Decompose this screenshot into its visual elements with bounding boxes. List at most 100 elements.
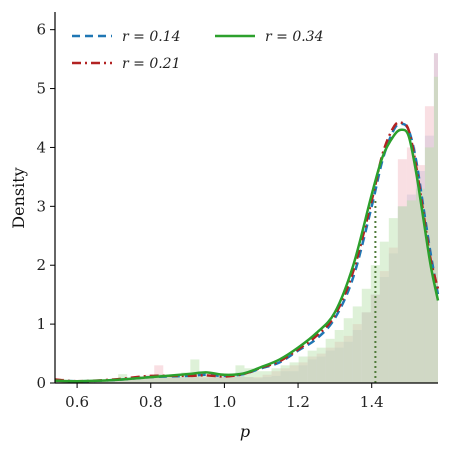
y-axis-label: Density <box>9 167 28 228</box>
hist-bar <box>415 165 425 383</box>
hist-bar <box>163 375 173 383</box>
hist-bar <box>361 312 371 383</box>
y-tick-label: 5 <box>36 80 46 98</box>
hist-bar <box>136 377 146 383</box>
y-tick-label: 3 <box>36 197 46 215</box>
hist-bar <box>325 350 335 383</box>
kde-line <box>54 121 440 383</box>
hist-bar <box>361 288 371 383</box>
hist-bar <box>145 375 155 383</box>
hist-bar <box>424 106 434 383</box>
hist-bar <box>352 324 362 383</box>
hist-bar <box>406 200 416 383</box>
x-tick-label: 0.8 <box>139 393 163 411</box>
hist-bar <box>406 194 416 383</box>
hist-bar <box>253 378 263 383</box>
hist-bar <box>397 206 407 383</box>
hist-bar <box>226 375 236 383</box>
hist-bar <box>154 365 164 383</box>
hist-bar <box>145 374 155 383</box>
hist-bar <box>406 147 416 383</box>
hist-bar <box>307 350 317 383</box>
hist-bar <box>181 378 191 383</box>
hist-bar <box>334 330 344 383</box>
x-tick-label: 1.4 <box>360 393 384 411</box>
hist-bar <box>298 356 308 383</box>
hist-bar <box>208 377 218 383</box>
hist-bar <box>280 365 290 383</box>
hist-bar <box>334 341 344 383</box>
hist-bar <box>415 188 425 383</box>
hist-bar <box>361 312 371 383</box>
y-tick-label: 0 <box>36 374 46 392</box>
hist-bar <box>235 372 245 383</box>
hist-bar <box>172 375 182 383</box>
hist-bar <box>190 377 200 383</box>
hist-bar <box>379 271 389 383</box>
hist-bar <box>271 368 281 383</box>
hist-bar <box>190 359 200 383</box>
y-tick-label: 4 <box>36 138 46 156</box>
hist-bar <box>289 362 299 383</box>
hist-bar <box>172 377 182 383</box>
hist-bar <box>343 318 353 383</box>
hist-bar <box>397 206 407 383</box>
hist-bar <box>244 377 254 383</box>
hist-bar <box>388 247 398 383</box>
hist-bar <box>136 377 146 383</box>
hist-bar <box>199 377 209 383</box>
hist-bar <box>271 371 281 383</box>
legend: r = 0.14 r = 0.21 r = 0.34 <box>72 29 324 72</box>
hist-bar <box>262 371 272 383</box>
hist-bar <box>190 377 200 383</box>
hist-bar <box>253 371 263 383</box>
hist-bar <box>226 375 236 383</box>
hist-bar <box>325 338 335 383</box>
legend-label: r = 0.14 <box>122 29 181 45</box>
hist-bar <box>127 378 137 383</box>
kde-line <box>54 128 440 383</box>
hist-bar <box>136 375 146 383</box>
hist-bar <box>352 306 362 383</box>
hist-bar <box>235 377 245 383</box>
hist-bar <box>262 374 272 383</box>
hist-bar <box>289 371 299 383</box>
hist-bar <box>397 159 407 383</box>
hist-bar <box>181 372 191 383</box>
legend-label: r = 0.34 <box>265 29 324 45</box>
hist-bar <box>199 378 209 383</box>
hist-bar <box>307 359 317 383</box>
hist-bar <box>217 375 227 383</box>
x-tick-label: 1.2 <box>286 393 310 411</box>
axes: 0.6 0.8 1.0 1.2 1.4 0 1 2 3 4 5 6 <box>36 12 438 411</box>
hist-bar <box>388 218 398 383</box>
hist-bar <box>253 377 263 383</box>
hist-bar <box>352 330 362 383</box>
hist-bar <box>208 377 218 383</box>
hist-bar <box>433 53 438 383</box>
hist-bar <box>181 377 191 383</box>
hist-bar <box>433 53 438 383</box>
histogram-layer <box>55 53 438 384</box>
hist-bar <box>163 374 173 383</box>
hist-bar <box>316 347 326 383</box>
hist-bar <box>154 374 164 383</box>
hist-bar <box>127 378 137 383</box>
hist-bar <box>307 356 317 383</box>
hist-bar <box>100 381 110 383</box>
hist-bar <box>325 347 335 383</box>
x-tick-label: 1.0 <box>212 393 236 411</box>
x-axis-label: p <box>240 422 250 441</box>
hist-bar <box>118 380 128 383</box>
hist-bar <box>379 277 389 383</box>
hist-bar <box>433 76 438 384</box>
hist-bar <box>379 241 389 383</box>
y-tick-label: 1 <box>36 315 46 333</box>
hist-bar <box>370 265 380 383</box>
hist-bar <box>388 253 398 383</box>
hist-bar <box>415 171 425 383</box>
kde-line <box>54 122 440 383</box>
hist-bar <box>199 375 209 383</box>
hist-bar <box>217 377 227 383</box>
